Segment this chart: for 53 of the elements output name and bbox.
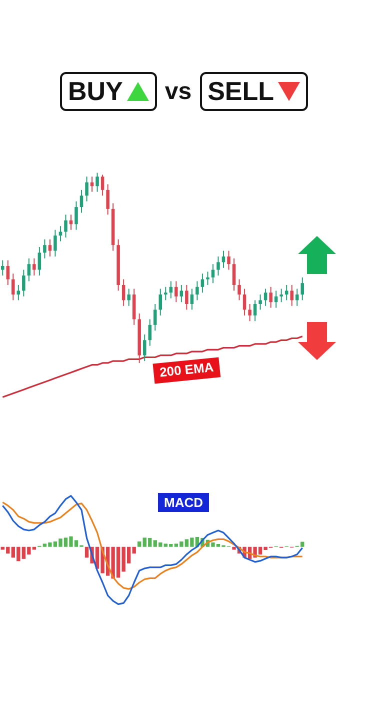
candlestick xyxy=(54,229,57,257)
candlestick xyxy=(264,288,268,306)
candlestick xyxy=(1,260,4,276)
candlestick xyxy=(211,264,215,284)
candlestick xyxy=(100,174,104,196)
candlestick xyxy=(16,284,20,301)
candlestick xyxy=(96,172,99,192)
candlestick xyxy=(27,258,31,282)
candlestick xyxy=(269,286,272,308)
bar xyxy=(232,546,236,550)
candlestick xyxy=(127,288,130,306)
candlestick xyxy=(148,318,152,346)
candlestick xyxy=(185,284,188,310)
candlestick xyxy=(280,288,283,303)
candlestick xyxy=(106,184,110,216)
candlestick xyxy=(64,214,68,238)
candlestick xyxy=(48,238,52,257)
candlestick xyxy=(196,280,199,301)
candlestick xyxy=(85,176,88,202)
candlestick xyxy=(190,288,194,310)
candlestick xyxy=(142,334,146,362)
candlestick xyxy=(43,238,46,259)
candlestick xyxy=(154,304,157,332)
chart-title: MACD xyxy=(158,493,209,512)
candlestick xyxy=(253,300,257,322)
candlestick xyxy=(32,258,36,276)
chart-title: BUY vs SELL xyxy=(68,76,274,106)
candlestick xyxy=(284,284,288,301)
candlestick xyxy=(242,288,246,316)
candlestick xyxy=(238,278,241,301)
candlestick xyxy=(158,288,162,316)
candlestick xyxy=(164,286,168,301)
candlestick xyxy=(248,304,252,322)
bar xyxy=(138,541,142,547)
candlestick xyxy=(258,294,262,310)
candlestick xyxy=(122,278,126,306)
candlestick xyxy=(174,280,178,303)
candlestick xyxy=(290,284,294,306)
candlestick xyxy=(200,273,204,294)
candlestick xyxy=(12,273,15,301)
bar xyxy=(132,546,136,554)
candlestick xyxy=(216,256,220,276)
candlestick xyxy=(206,271,210,286)
candlestick xyxy=(227,250,230,270)
candlestick xyxy=(6,260,10,286)
candlestick xyxy=(22,269,26,297)
text: 200 EMA xyxy=(158,359,215,380)
candlestick xyxy=(180,284,184,303)
candlestick xyxy=(74,200,78,230)
candlestick xyxy=(80,189,84,214)
candlestick xyxy=(232,258,236,292)
candlestick xyxy=(300,276,304,301)
candlestick xyxy=(38,246,42,276)
